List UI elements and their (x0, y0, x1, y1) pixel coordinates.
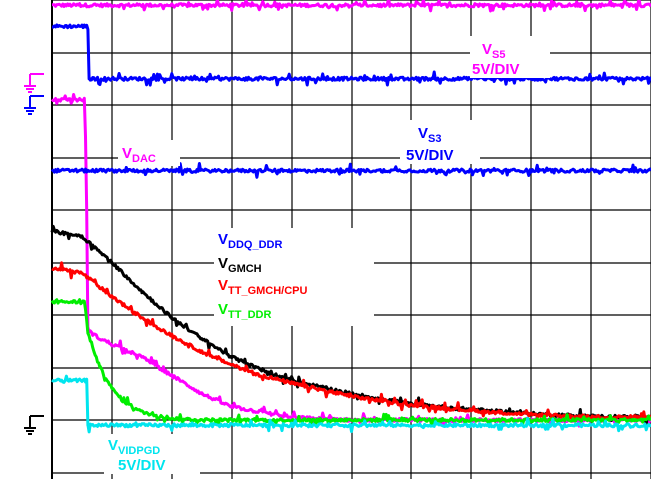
label-vs5: VS5 (482, 41, 505, 61)
label-vdac: VDAC (122, 145, 156, 165)
label-vddq-ddr: VDDQ_DDR (218, 231, 282, 251)
label-vs3: VS3 (418, 125, 441, 145)
trace-vs3 (51, 23, 651, 87)
label-vgmch: VGMCH (218, 255, 262, 275)
label-vvidpgd-scale: 5V/DIV (118, 457, 166, 474)
ground-marker-ch1-icon (24, 73, 44, 93)
ground-marker-ch3-icon (24, 415, 44, 435)
label-vtt-gmch-cpu: VTT_GMCH/CPU (218, 277, 308, 297)
label-vtt-ddr: VTT_DDR (218, 301, 271, 321)
ground-marker-ch2-icon (24, 95, 44, 115)
trace-vtt_gmch (51, 261, 651, 421)
trace-vs5 (51, 0, 651, 13)
label-vvidpgd: VVIDPGD (108, 437, 160, 457)
trace-vvidpgd (51, 374, 651, 434)
label-vs5-scale: 5V/DIV (472, 61, 520, 78)
label-vs3-scale: 5V/DIV (406, 147, 454, 164)
trace-vtt_ddr (50, 298, 651, 428)
chart-traces (50, 0, 651, 434)
trace-vs3_2 (50, 162, 651, 179)
